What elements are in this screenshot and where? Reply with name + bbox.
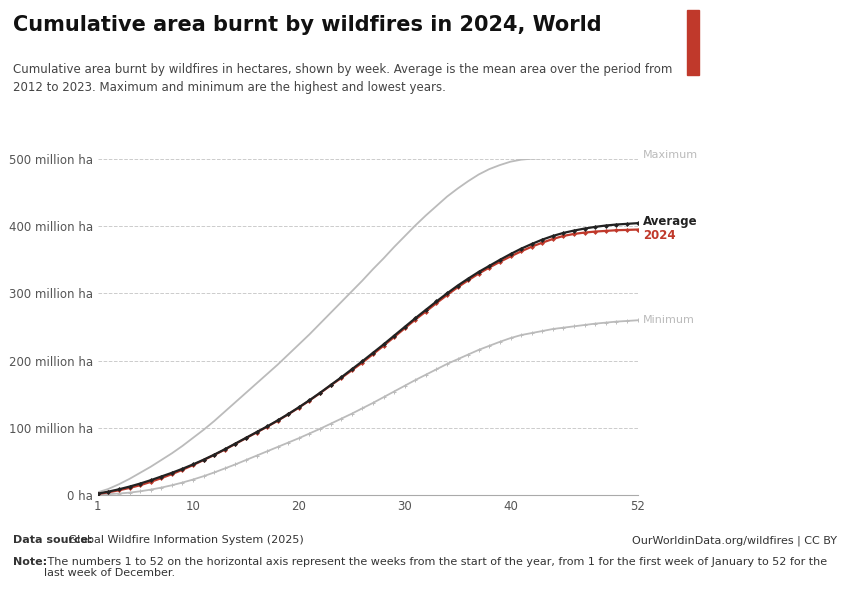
Text: Data source:: Data source:: [13, 535, 93, 545]
Text: Average: Average: [643, 215, 697, 227]
Text: Minimum: Minimum: [643, 315, 694, 325]
Text: Our World
in Data: Our World in Data: [734, 28, 801, 58]
Text: Cumulative area burnt by wildfires in hectares, shown by week. Average is the me: Cumulative area burnt by wildfires in he…: [13, 63, 672, 94]
Text: 2024: 2024: [643, 229, 676, 242]
Text: The numbers 1 to 52 on the horizontal axis represent the weeks from the start of: The numbers 1 to 52 on the horizontal ax…: [44, 557, 827, 578]
Text: Global Wildfire Information System (2025): Global Wildfire Information System (2025…: [65, 535, 303, 545]
Text: Maximum: Maximum: [643, 151, 698, 160]
Bar: [687, 10, 699, 75]
Text: Cumulative area burnt by wildfires in 2024, World: Cumulative area burnt by wildfires in 20…: [13, 15, 601, 35]
Text: OurWorldinData.org/wildfires | CC BY: OurWorldinData.org/wildfires | CC BY: [632, 535, 837, 546]
Text: Note:: Note:: [13, 557, 47, 567]
